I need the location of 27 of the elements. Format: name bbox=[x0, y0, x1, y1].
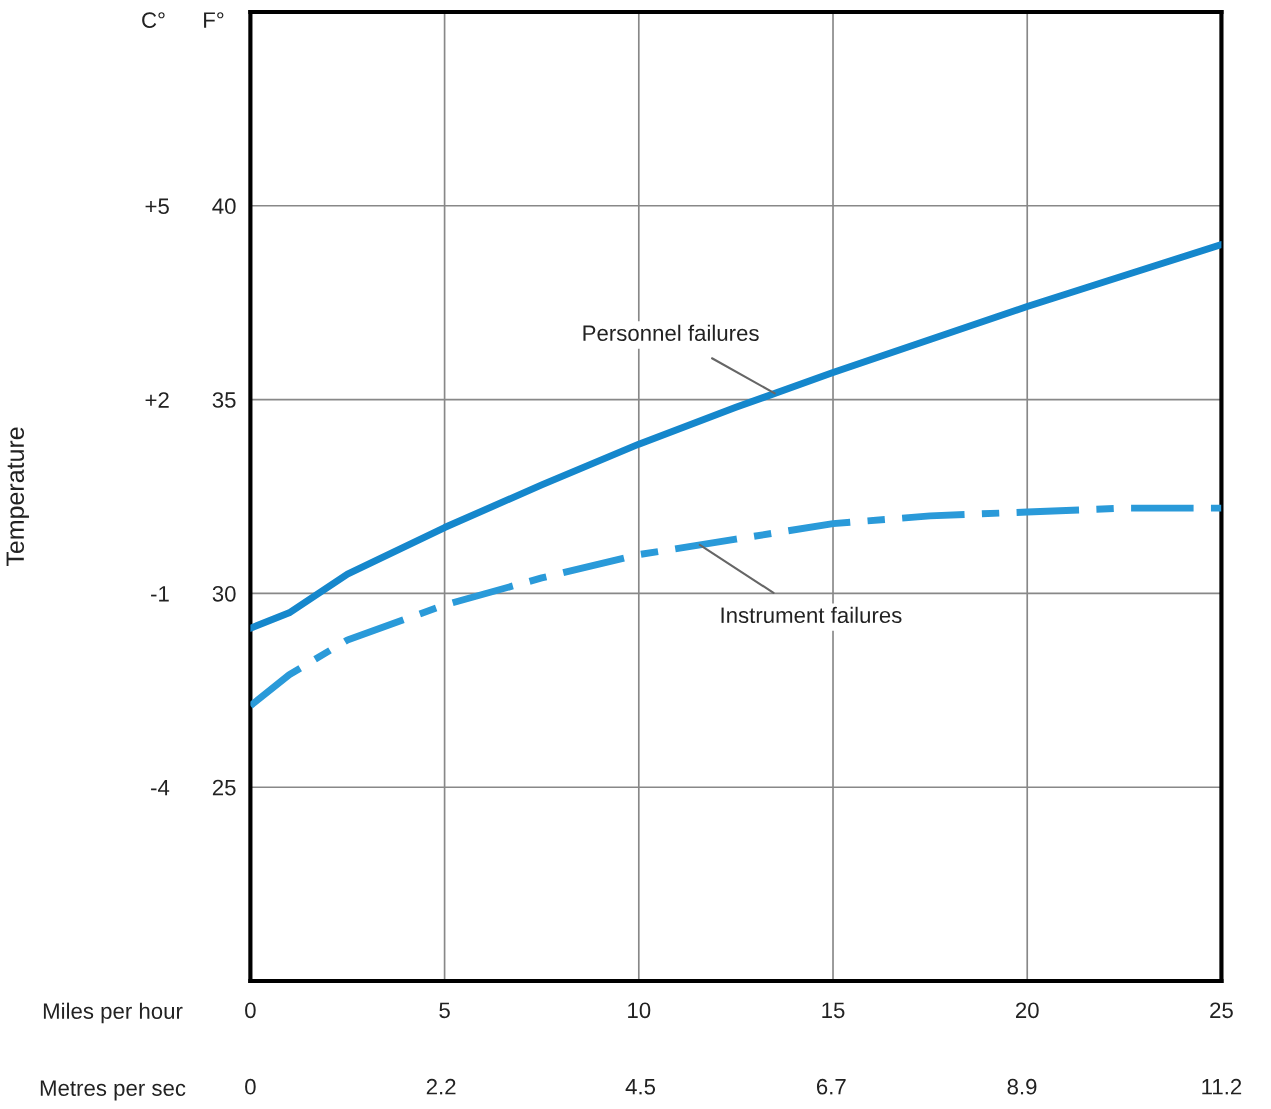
y-tick-label: 40 bbox=[212, 198, 236, 215]
y-tick-label: 30 bbox=[212, 585, 236, 602]
x2-tick-label: 6.7 bbox=[816, 1078, 846, 1095]
text: Personnel failures bbox=[583, 324, 759, 342]
y2-tick-label: -4 bbox=[151, 779, 170, 796]
x-tick-label: 15 bbox=[822, 1002, 845, 1019]
y-tick-label: 25 bbox=[212, 779, 236, 796]
y-axis-title: F° bbox=[204, 12, 224, 28]
text: Instrument failures bbox=[721, 606, 902, 624]
y2-tick-label: +5 bbox=[145, 198, 169, 215]
x-axis-title: Miles per hour bbox=[43, 1002, 183, 1024]
x-tick-label: 20 bbox=[1015, 1002, 1039, 1019]
y2-tick-label: +2 bbox=[145, 392, 169, 408]
y2-axis-title: Temperature bbox=[6, 427, 29, 567]
x-tick-label: 25 bbox=[1210, 1002, 1233, 1019]
x2-tick-label: 2.2 bbox=[426, 1078, 456, 1095]
x-tick-label: 10 bbox=[628, 1002, 651, 1019]
text: C° bbox=[142, 12, 165, 28]
x2-tick-label: 4.5 bbox=[625, 1079, 656, 1095]
x2-tick-label: 0 bbox=[245, 1078, 256, 1095]
y-tick-label: 35 bbox=[212, 392, 236, 408]
x2-tick-label: 8.9 bbox=[1007, 1078, 1037, 1095]
x2-axis-title: Metres per sec bbox=[40, 1080, 186, 1101]
x-tick-label: 0 bbox=[245, 1002, 256, 1019]
x2-tick-label: 11.2 bbox=[1202, 1078, 1242, 1095]
x-tick-label: 5 bbox=[439, 1002, 450, 1019]
y2-tick-label: -1 bbox=[151, 586, 169, 602]
